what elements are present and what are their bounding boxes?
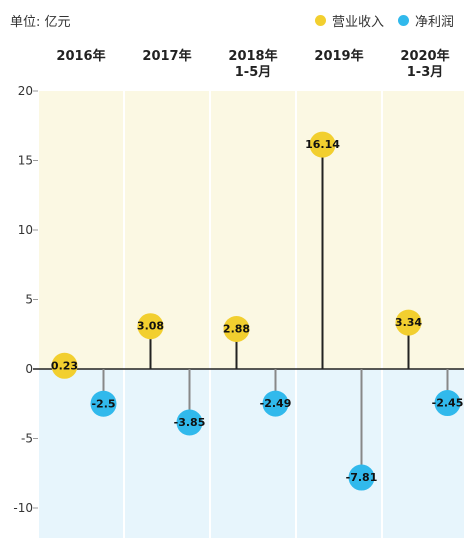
y-tick-label: 10: [18, 223, 33, 237]
legend-item-net-profit: 净利润: [397, 11, 454, 30]
lollipop-dot: [395, 309, 422, 336]
legend-swatch-net-profit: [397, 15, 409, 26]
column-bg-negative: [297, 369, 381, 538]
lollipop-dot: [434, 390, 461, 417]
category-label: 2019年: [314, 48, 363, 64]
data-label: -2.45: [432, 397, 464, 410]
data-label: 3.08: [137, 320, 164, 333]
category-label: 1-3月: [407, 65, 444, 80]
lollipop-dot: [223, 315, 250, 342]
legend-item-revenue: 营业收入: [314, 11, 384, 30]
data-label: -2.49: [260, 397, 292, 410]
data-label: 2.88: [223, 322, 250, 335]
column-bg-positive: [297, 91, 381, 369]
y-tick-label: 5: [25, 293, 33, 307]
category-label: 2020年: [400, 48, 449, 64]
legend-label-net-profit: 净利润: [414, 15, 454, 30]
y-tick-label: 20: [18, 84, 33, 98]
lollipop-dot: [309, 131, 336, 158]
category-label: 2017年: [142, 48, 191, 64]
y-tick-label: 0: [25, 362, 33, 376]
lollipop-dot: [137, 313, 164, 340]
lollipop-dot: [51, 352, 78, 379]
legend-label-revenue: 营业收入: [331, 15, 384, 30]
legend-swatch-revenue: [314, 15, 326, 26]
data-label: 0.23: [51, 359, 78, 372]
data-label: -2.5: [91, 397, 115, 410]
category-label: 2018年: [228, 48, 277, 64]
legend: 营业收入 净利润: [314, 11, 454, 30]
lollipop-dot: [262, 390, 289, 417]
y-tick-label: -10: [13, 501, 33, 515]
category-label: 2016年: [56, 48, 105, 64]
data-label: -7.81: [346, 471, 378, 484]
column-bg-negative: [125, 369, 209, 538]
data-label: -3.85: [174, 416, 206, 429]
column-bg-positive: [39, 91, 123, 369]
category-label: 1-5月: [235, 65, 272, 80]
data-label: 3.34: [395, 316, 422, 329]
data-label: 16.14: [305, 138, 340, 151]
lollipop-dot: [176, 409, 203, 436]
y-tick-label: 15: [18, 154, 33, 168]
y-tick-label: -5: [21, 432, 33, 446]
lollipop-dot: [348, 464, 375, 491]
column-bg-positive: [211, 91, 295, 369]
unit-label: 单位: 亿元: [10, 15, 71, 30]
lollipop-dot: [90, 390, 117, 417]
